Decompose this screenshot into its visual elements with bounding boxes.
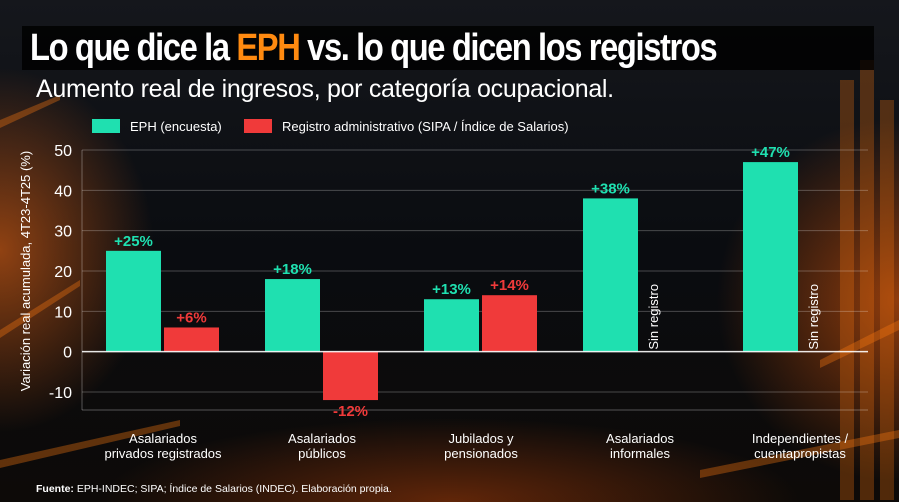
bar-eph <box>583 198 638 352</box>
data-label-eph: +38% <box>591 180 630 197</box>
no-record-label: Sin registro <box>646 284 661 350</box>
y-tick-label: 10 <box>54 304 72 321</box>
data-label-eph: +47% <box>751 144 790 161</box>
title-part-1: Lo que dice la <box>30 27 237 69</box>
x-tick-label: Asalariados <box>288 431 356 446</box>
source-label: Fuente: <box>36 483 74 495</box>
source-text: EPH-INDEC; SIPA; Índice de Salarios (IND… <box>73 483 392 495</box>
source-note: Fuente: EPH-INDEC; SIPA; Índice de Salar… <box>36 483 392 495</box>
x-tick-label: Jubilados y <box>448 431 514 446</box>
y-tick-label: 0 <box>63 345 72 362</box>
y-tick-label: 20 <box>54 264 72 281</box>
no-record-label: Sin registro <box>806 284 821 350</box>
y-tick-label: 40 <box>54 183 72 200</box>
x-tick-label: pensionados <box>444 446 518 461</box>
title-accent: EPH <box>236 27 300 69</box>
data-label-eph: +25% <box>114 233 153 250</box>
chart-axes: 50 40 30 20 10 0 -10 Variación real acumulada, … <box>18 143 868 461</box>
chart-bars: +25% +6% +18% -12% +13% +14% +38% Sin registro +… <box>106 144 821 420</box>
data-label-registro: -12% <box>333 403 368 420</box>
y-tick-label: 30 <box>54 224 72 241</box>
title-part-2: vs. lo que dicen los registros <box>299 27 717 69</box>
y-tick-label: -10 <box>49 385 72 402</box>
legend-label: EPH (encuesta) <box>130 119 222 134</box>
bar-eph <box>743 162 798 352</box>
x-tick-label: Asalariados <box>129 431 197 446</box>
x-tick-label: cuentapropistas <box>754 446 846 461</box>
data-label-registro: +14% <box>490 277 529 294</box>
chart-legend: EPH (encuesta) Registro administrativo (S… <box>92 119 569 134</box>
data-label-eph: +13% <box>432 281 471 298</box>
bar-registro <box>323 351 378 401</box>
x-tick-label: públicos <box>298 446 346 461</box>
bar-eph <box>265 279 320 352</box>
x-tick-label: Asalariados <box>606 431 674 446</box>
bar-eph <box>424 299 479 352</box>
data-label-registro: +6% <box>176 309 206 326</box>
page-title: Lo que dice la EPH vs. lo que dicen los … <box>30 25 718 71</box>
title-background <box>22 26 874 70</box>
x-tick-label: informales <box>610 446 670 461</box>
data-label-eph: +18% <box>273 261 312 278</box>
bar-eph <box>106 250 161 352</box>
bar-registro <box>164 327 219 352</box>
x-tick-label: Independientes / <box>752 431 849 446</box>
y-axis-label: Variación real acumulada, 4T23-4T25 (%) <box>18 151 33 391</box>
y-tick-label: 50 <box>54 143 72 160</box>
legend-swatch <box>244 119 272 133</box>
x-tick-label: privados registrados <box>104 446 222 461</box>
page-subtitle: Aumento real de ingresos, por categoría … <box>36 75 614 103</box>
legend-swatch <box>92 119 120 133</box>
bar-registro <box>482 295 537 352</box>
legend-label: Registro administrativo (SIPA / Índice d… <box>282 119 569 134</box>
